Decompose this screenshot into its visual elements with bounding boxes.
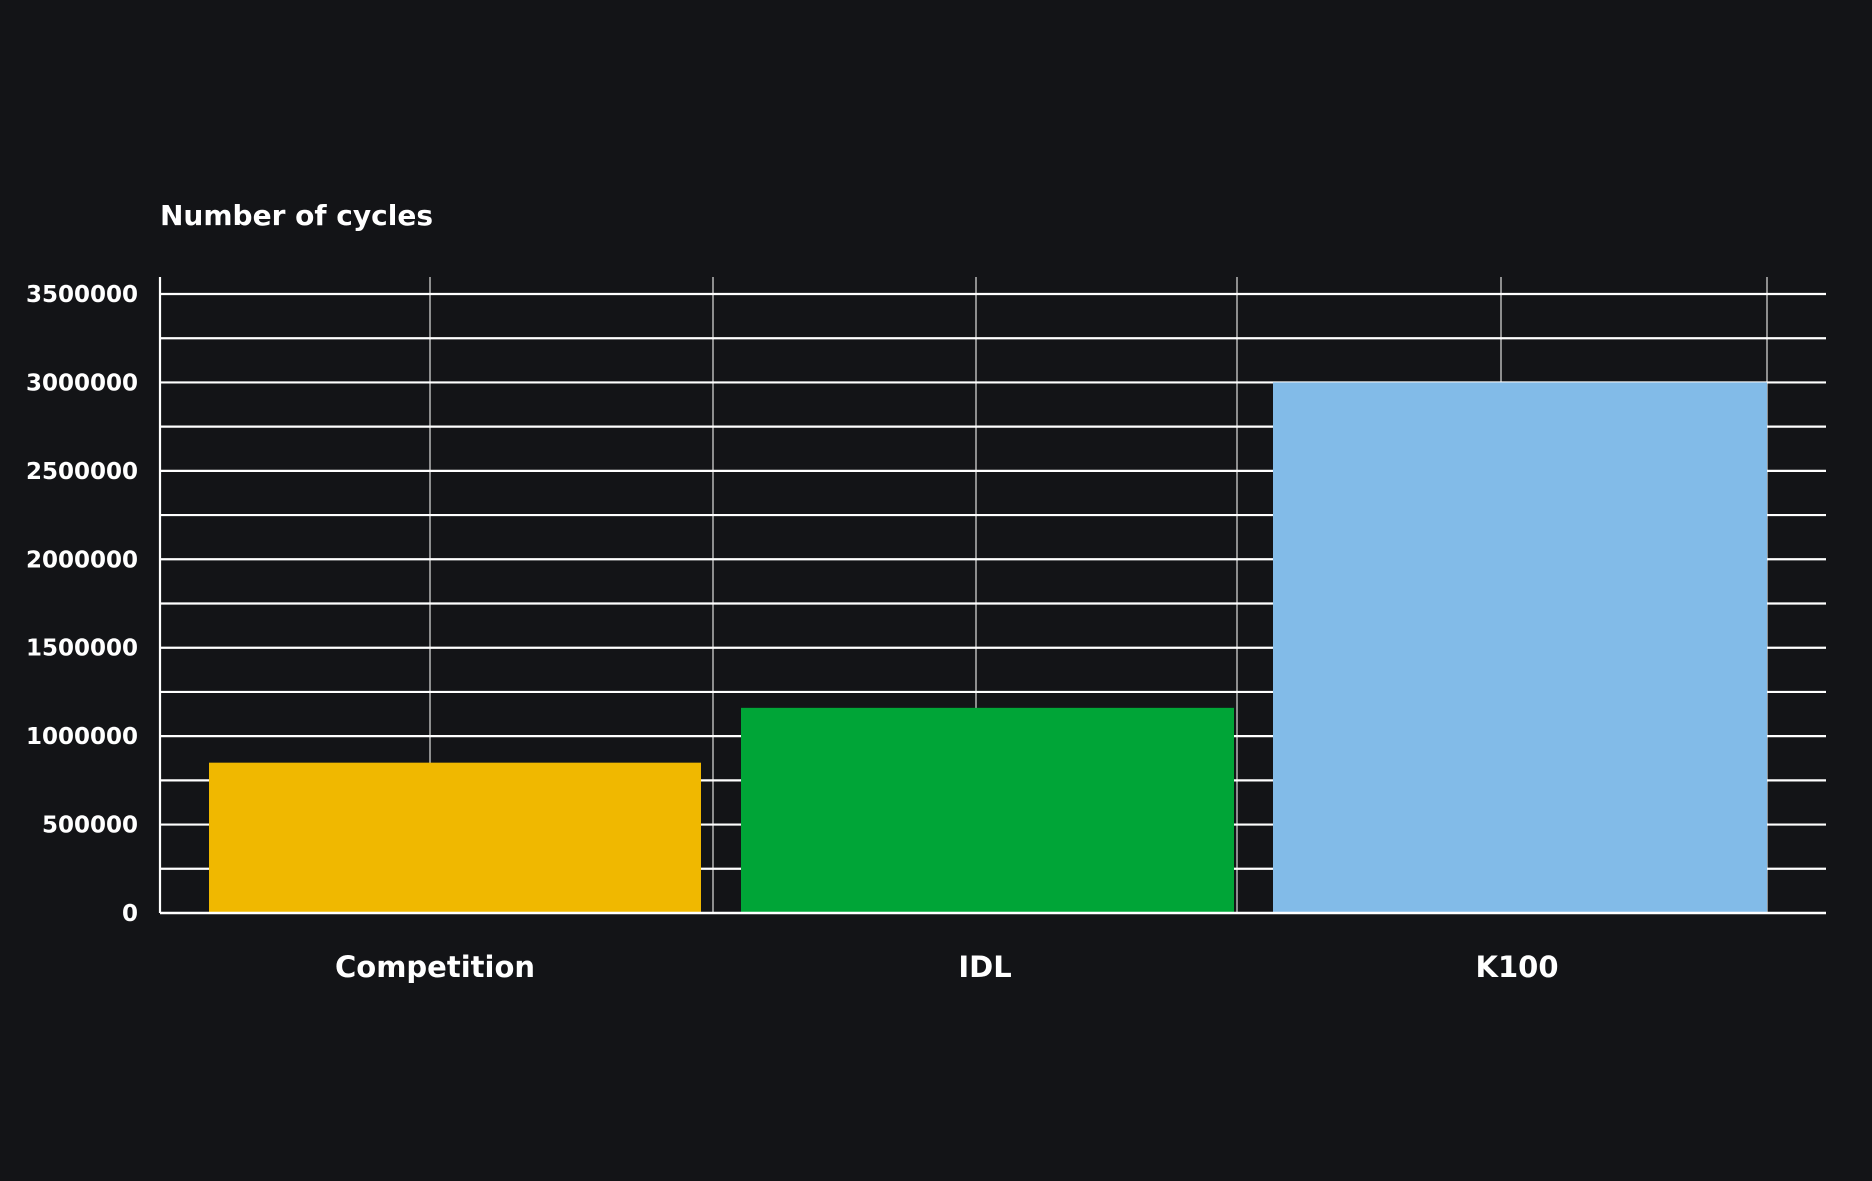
y-axis-label: Number of cycles: [160, 199, 433, 232]
x-tick-labels: Competition IDL K100: [335, 950, 1559, 984]
y-tick-label: 0: [122, 901, 138, 927]
y-tick-label: 2000000: [26, 547, 138, 573]
y-tick-label: 2500000: [26, 459, 138, 485]
x-tick-label-k100: K100: [1475, 950, 1558, 984]
y-tick-label: 1500000: [26, 636, 138, 662]
y-tick-label: 1000000: [26, 724, 138, 750]
bars: [209, 382, 1767, 913]
y-tick-label: 3000000: [26, 370, 138, 396]
x-tick-label-idl: IDL: [958, 950, 1011, 984]
y-tick-label: 500000: [42, 813, 138, 839]
y-tick-label: 3500000: [26, 282, 138, 308]
bar-k100: [1273, 382, 1767, 913]
bar-idl: [741, 707, 1234, 913]
axes: [158, 277, 1826, 915]
bar-competition: [209, 762, 701, 913]
y-tick-labels: 0 500000 1000000 1500000 2000000 2500000 30000…: [26, 282, 138, 927]
x-tick-label-competition: Competition: [335, 950, 535, 984]
